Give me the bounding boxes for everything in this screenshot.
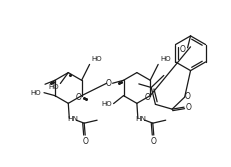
- Text: HN: HN: [135, 116, 146, 122]
- Text: O: O: [179, 45, 185, 54]
- Text: HO: HO: [159, 56, 170, 62]
- Text: O: O: [144, 93, 150, 102]
- Text: O: O: [82, 136, 88, 145]
- Text: HO: HO: [48, 85, 58, 91]
- Text: O: O: [185, 103, 191, 112]
- Text: HN: HN: [67, 116, 77, 122]
- Text: HO: HO: [91, 56, 102, 62]
- Text: HO: HO: [31, 90, 41, 96]
- Text: O: O: [76, 93, 82, 102]
- Text: HO: HO: [101, 101, 112, 107]
- Text: O: O: [184, 92, 190, 101]
- Text: O: O: [150, 136, 156, 145]
- Text: O: O: [105, 79, 111, 88]
